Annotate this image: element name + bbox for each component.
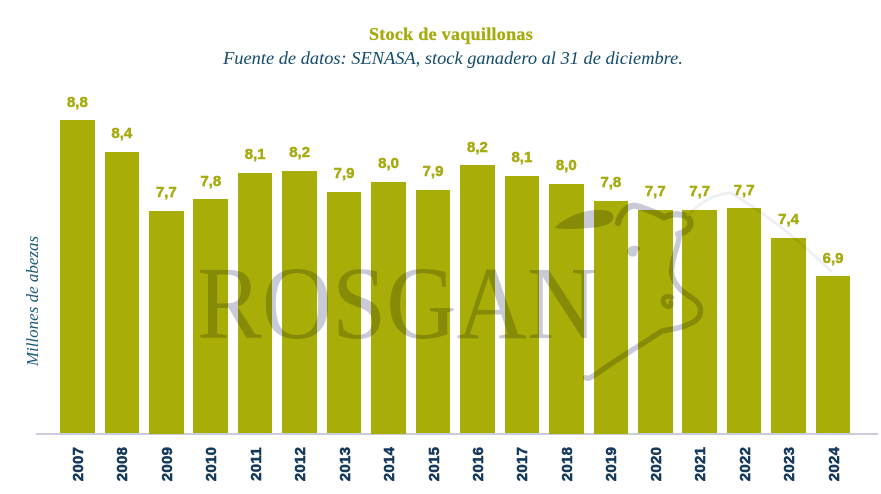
svg-text:ROSGAN: ROSGAN [197, 246, 597, 361]
